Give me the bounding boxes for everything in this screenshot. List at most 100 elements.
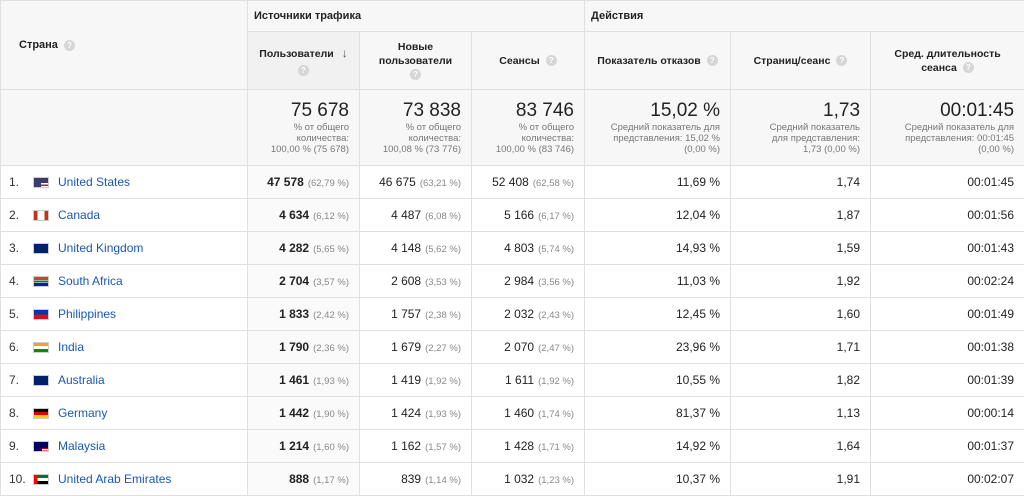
total-sessions-cell: 83 746 % от общего количества: 100,00 % …: [470, 89, 586, 166]
country-link[interactable]: United Arab Emirates: [58, 472, 172, 486]
total-duration-cell: 00:01:45 Средний показатель для представ…: [870, 89, 1024, 166]
sessions-percent: (3,56 %): [538, 277, 575, 288]
users-cell: 1 461 (1,93 %): [247, 363, 360, 397]
bounce-value: 12,45 %: [675, 307, 721, 321]
duration-cell: 00:00:14: [870, 396, 1024, 430]
help-icon[interactable]: ?: [298, 64, 309, 76]
sessions-percent: (2,47 %): [538, 343, 575, 354]
country-link[interactable]: United States: [58, 175, 131, 189]
gb-flag-icon: [33, 243, 49, 255]
pages-value: 1,60: [836, 307, 861, 321]
country-link[interactable]: Canada: [58, 208, 101, 222]
help-icon[interactable]: ?: [545, 55, 557, 67]
users-cell: 2 704 (3,57 %): [247, 264, 360, 298]
sort-descending-icon[interactable]: ↓: [341, 45, 348, 60]
total-note: представления: 00:01:45: [905, 133, 1015, 144]
country-link[interactable]: South Africa: [58, 274, 123, 288]
duration-cell: 00:01:43: [870, 231, 1024, 265]
pages-cell: 1,82: [730, 363, 872, 397]
new-users-value: 1 419: [391, 373, 422, 387]
help-icon[interactable]: ?: [962, 62, 974, 74]
bounce-cell: 12,45 %: [584, 297, 732, 331]
country-cell: 10. United Arab Emirates: [0, 462, 248, 496]
users-cell: 4 634 (6,12 %): [247, 198, 360, 232]
table-row: 2. Canada 4 634 (6,12 %) 4 487 (6,08 %) 5 1…: [0, 198, 1024, 232]
pages-cell: 1,64: [730, 429, 872, 463]
sessions-percent: (1,92 %): [538, 376, 575, 387]
new-users-cell: 1 162 (1,57 %): [359, 429, 472, 463]
country-cell: 7. Australia: [0, 363, 248, 397]
total-pages-value: 1,73: [823, 100, 861, 121]
new-users-column-header[interactable]: Новые пользователи ?: [359, 31, 472, 90]
row-index: 1.: [9, 175, 20, 189]
avg-session-duration-column-header[interactable]: Сред. длительность сеанса?: [870, 31, 1024, 90]
country-cell: 3. United Kingdom: [0, 231, 248, 265]
sessions-percent: (6,17 %): [538, 211, 575, 222]
users-percent: (6,12 %): [313, 211, 349, 222]
pages-value: 1,92: [836, 274, 861, 288]
new-users-value: 1 679: [391, 340, 422, 354]
row-index: 6.: [9, 340, 20, 354]
table-row: 9. Malaysia 1 214 (1,60 %) 1 162 (1,57 %) 1…: [0, 429, 1024, 463]
new-users-value: 4 148: [391, 241, 422, 255]
bounce-value: 81,37 %: [675, 406, 721, 420]
pages-value: 1,64: [836, 439, 861, 453]
duration-header-label-line2: сеанса: [921, 61, 957, 74]
sessions-percent: (62,58 %): [532, 178, 575, 189]
new-users-cell: 1 679 (2,27 %): [359, 330, 472, 364]
help-icon[interactable]: ?: [410, 69, 421, 81]
bounce-value: 12,04 %: [675, 208, 721, 222]
country-cell: 2. Canada: [0, 198, 248, 232]
country-link[interactable]: India: [58, 340, 85, 354]
users-value: 1 833: [279, 307, 310, 321]
duration-value: 00:01:49: [967, 307, 1015, 321]
total-note: % от общего: [405, 122, 461, 133]
sessions-column-header[interactable]: Сеансы?: [470, 31, 586, 90]
duration-cell: 00:02:07: [870, 462, 1024, 496]
users-value: 47 578: [267, 175, 304, 189]
users-value: 4 634: [279, 208, 310, 222]
total-note: представления: 15,02 %: [613, 133, 721, 144]
actions-group-header: Действия: [584, 0, 1024, 32]
help-icon[interactable]: ?: [836, 55, 848, 67]
sessions-percent: (2,43 %): [538, 310, 575, 321]
pages-cell: 1,60: [730, 297, 872, 331]
total-note: количества:: [408, 133, 461, 144]
sessions-value: 1 611: [504, 373, 535, 387]
country-link[interactable]: Philippines: [58, 307, 117, 321]
total-note: для представления:: [771, 133, 861, 144]
sessions-value: 1 460: [504, 406, 535, 420]
bounce-value: 14,93 %: [675, 241, 721, 255]
duration-cell: 00:01:49: [870, 297, 1024, 331]
country-cell: 8. Germany: [0, 396, 248, 430]
users-percent: (1,17 %): [313, 475, 349, 486]
my-flag-icon: [33, 441, 49, 453]
bounce-value: 14,92 %: [675, 439, 721, 453]
duration-cell: 00:01:38: [870, 330, 1024, 364]
pages-header-label: Страниц/сеанс: [753, 54, 831, 67]
total-note: количества:: [296, 133, 349, 144]
bounce-rate-column-header[interactable]: Показатель отказов?: [584, 31, 732, 90]
pages-value: 1,74: [836, 175, 861, 189]
country-link[interactable]: Germany: [58, 406, 108, 420]
users-column-header[interactable]: Пользователи ↓ ?: [247, 31, 360, 90]
help-icon[interactable]: ?: [706, 55, 718, 67]
bounce-header-label: Показатель отказов: [597, 54, 701, 67]
pages-per-session-column-header[interactable]: Страниц/сеанс?: [730, 31, 872, 90]
table-row: 7. Australia 1 461 (1,93 %) 1 419 (1,92 %) …: [0, 363, 1024, 397]
table-row: 6. India 1 790 (2,36 %) 1 679 (2,27 %) 2 07…: [0, 330, 1024, 364]
country-link[interactable]: Australia: [58, 373, 105, 387]
sessions-percent: (5,74 %): [538, 244, 575, 255]
pages-value: 1,87: [836, 208, 861, 222]
pages-value: 1,82: [836, 373, 861, 387]
users-value: 1 790: [279, 340, 310, 354]
help-icon[interactable]: ?: [63, 39, 75, 51]
country-link[interactable]: United Kingdom: [58, 241, 144, 255]
row-index: 8.: [9, 406, 20, 420]
total-note: 100,00 % (83 746): [495, 144, 575, 155]
users-percent: (1,90 %): [313, 409, 349, 420]
total-note: Средний показатель для: [904, 122, 1015, 133]
country-link[interactable]: Malaysia: [58, 439, 106, 453]
country-column-header[interactable]: Страна?: [0, 0, 248, 90]
us-flag-icon: [33, 177, 49, 189]
